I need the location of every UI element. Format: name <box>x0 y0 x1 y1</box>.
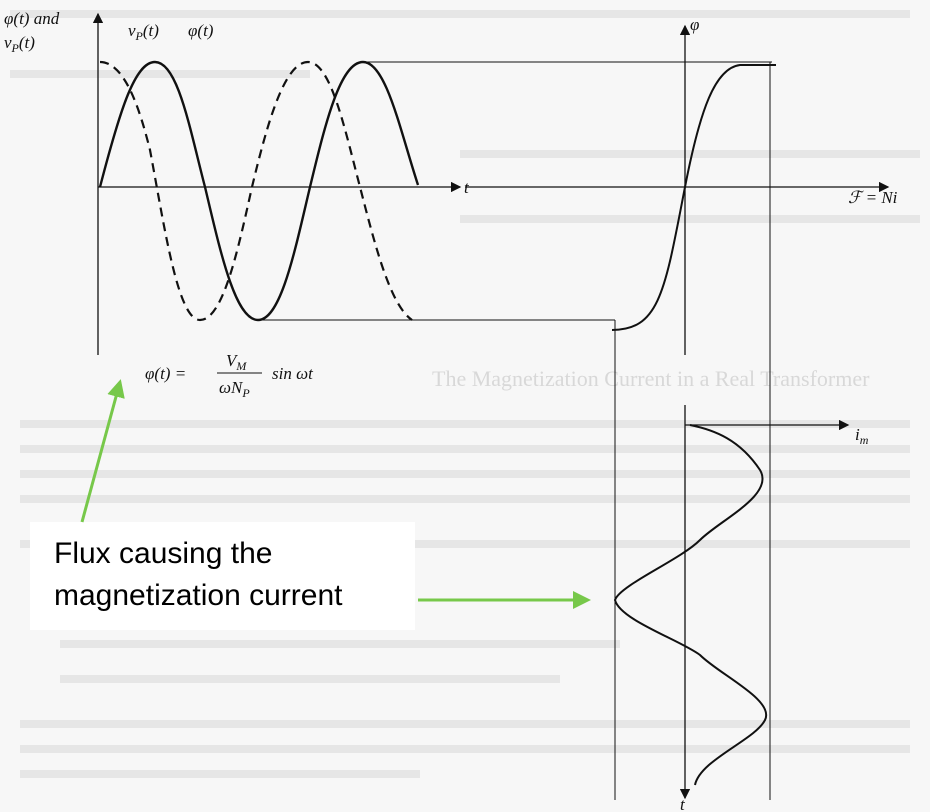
bottom-y-label: t <box>680 795 686 812</box>
magnetization-current-curve <box>613 424 768 786</box>
svg-text:ωNP: ωNP <box>219 378 250 400</box>
left-y-label-line1: φ(t) and <box>4 9 60 28</box>
left-x-label: t <box>464 178 470 197</box>
annotation-box <box>30 522 415 630</box>
bottom-x-label: im <box>855 425 869 447</box>
annotation-arrow <box>80 379 125 523</box>
svg-text:sin ωt: sin ωt <box>272 364 314 383</box>
magnetization-curve <box>611 64 776 331</box>
annotation-line1: Flux causing the <box>54 537 272 570</box>
right-y-label: φ <box>690 15 699 34</box>
background-heading: The Magnetization Current in a Real Tran… <box>432 366 870 391</box>
right-x-label: ℱ = Ni <box>848 188 898 207</box>
annotation-line2: magnetization current <box>54 579 343 612</box>
voltage-label: vP(t) <box>128 21 159 43</box>
svg-text:φ(t) =: φ(t) = <box>145 364 186 383</box>
faded-text-lines <box>10 10 920 778</box>
svg-text:VM: VM <box>226 351 247 373</box>
flux-label: φ(t) <box>188 21 214 40</box>
voltage-curve <box>99 60 413 322</box>
flux-curve <box>98 60 420 322</box>
left-y-label-line2: vP(t) <box>4 33 35 55</box>
axes <box>92 12 890 800</box>
formula: φ(t) = VM ωNP sin ωt <box>145 351 314 400</box>
